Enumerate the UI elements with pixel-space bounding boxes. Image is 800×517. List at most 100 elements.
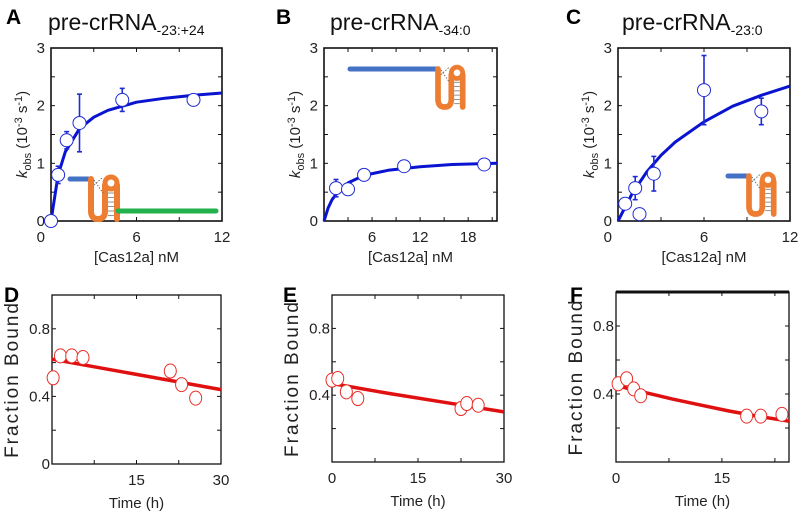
panel-title-part: pre-crRNA [330, 9, 439, 35]
y-axis-label-part: ) [581, 91, 598, 96]
repeat-stem [746, 173, 766, 217]
fit-curve [51, 357, 222, 392]
x-tick-label: 12 [412, 229, 429, 246]
y-tick-label: 0.4 [29, 388, 50, 405]
data-point [357, 167, 372, 182]
y-axis-label: Fraction Bound [282, 300, 303, 457]
fit-curve [322, 161, 498, 222]
y-axis-label-part: obs [295, 152, 307, 170]
y-tick-label: 0 [42, 456, 50, 473]
rna-inset [67, 174, 219, 223]
panel-title: pre-crRNA-34:0 [330, 9, 471, 38]
x-tick-label: 12 [782, 229, 799, 246]
y-axis-label-part: k [287, 169, 304, 178]
plot-frame [615, 291, 790, 463]
data-point [697, 83, 711, 98]
y-tick-label: 2 [37, 98, 45, 115]
repeat-stem [435, 66, 455, 110]
data-point [646, 166, 661, 181]
data-point [59, 133, 74, 148]
x-axis-label: Time (h) [390, 493, 445, 510]
y-tick-label: 0 [37, 229, 45, 246]
data-point [339, 384, 353, 400]
data-point [115, 92, 130, 107]
x-tick-label: 6 [368, 229, 376, 246]
panel-e: E 0.4 0.8 0 15 30 Time (h) Fraction Bound [282, 284, 512, 510]
data-point [175, 377, 189, 393]
data-point [72, 115, 87, 130]
data-point [163, 363, 177, 379]
x-tick-label: 15 [714, 470, 731, 487]
data-point [189, 390, 203, 406]
y-axis-label-part: -1 [286, 96, 298, 106]
panel-letter: D [4, 284, 19, 307]
y-axis-label-part: Fraction Bound [566, 299, 587, 456]
panel-letter: B [276, 6, 291, 29]
data-point [65, 348, 79, 364]
panel-d: D 0 0.4 0.8 15 30 Time (h) Fraction Bound [2, 284, 229, 512]
x-axis-label: Time (h) [675, 493, 730, 510]
x-tick-label: 18 [460, 229, 477, 246]
rna-inset [347, 64, 466, 110]
y-axis-label-part: -1 [13, 96, 25, 106]
pseudoknot-pair [751, 173, 761, 182]
y-axis-label-part: (10 [287, 127, 304, 153]
y-tick-label: 0 [310, 213, 318, 230]
panel-title-part: -34:0 [439, 22, 471, 38]
x-tick-label: 15 [128, 472, 145, 489]
x-axis-label: [Cas12a] nM [661, 249, 746, 266]
data-point [471, 397, 485, 413]
y-axis-label-part: (10 [14, 127, 31, 153]
y-tick-label: 3 [604, 40, 612, 57]
data-point [341, 182, 356, 197]
x-tick-label: 6 [700, 229, 708, 246]
y-tick-label: 1 [37, 155, 45, 172]
rna-inset [725, 171, 777, 217]
repeat-stem [88, 176, 108, 223]
data-point [46, 370, 60, 386]
y-tick-label: 0 [604, 213, 612, 230]
y-axis-label: kobs (10-3 s-1) [580, 91, 601, 178]
data-point [53, 348, 67, 364]
x-axis-label: Time (h) [109, 495, 164, 512]
x-axis-label: [Cas12a] nM [94, 249, 179, 266]
y-axis-label-part: k [581, 169, 598, 178]
plot-frame [51, 294, 222, 465]
y-axis-label: Fraction Bound [566, 299, 587, 456]
data-point [634, 388, 648, 404]
data-point [186, 92, 201, 107]
data-point [397, 159, 412, 174]
data-point [76, 350, 90, 366]
y-tick-label: 2 [604, 98, 612, 115]
y-tick-label: 0.4 [309, 387, 330, 404]
panel-title-part: -23:0 [731, 22, 763, 38]
y-axis-label-part: -3 [580, 117, 592, 127]
y-axis-label-part: ) [287, 91, 304, 96]
panel-letter: A [6, 6, 21, 29]
y-axis-label-part: k [14, 169, 31, 178]
panel-f: F 0.4 0.8 0 15 Time (h) Fraction Bound [566, 284, 790, 510]
y-tick-label: 3 [310, 40, 318, 57]
panel-letter: C [566, 6, 581, 29]
y-axis-label: kobs (10-3 s-1) [13, 91, 34, 178]
data-point [331, 371, 345, 386]
x-tick-label: 0 [612, 470, 620, 487]
y-axis-label-part: (10 [581, 127, 598, 153]
panel-title: pre-crRNA-23:0 [622, 9, 763, 38]
data-point [754, 104, 769, 119]
y-axis-label-part: Fraction Bound [2, 301, 23, 458]
data-point [775, 406, 789, 422]
y-tick-label: 0.4 [593, 386, 614, 403]
y-tick-label: 0.8 [593, 318, 614, 335]
x-tick-label: 6 [132, 229, 140, 246]
panel-title-part: pre-crRNA [622, 9, 731, 35]
y-axis-label-part: obs [22, 152, 34, 170]
y-tick-label: 3 [37, 40, 45, 57]
x-tick-label: 0 [328, 470, 336, 487]
data-point [618, 196, 633, 211]
pseudoknot-pair [440, 66, 450, 75]
x-axis-label: [Cas12a] nM [368, 249, 453, 266]
